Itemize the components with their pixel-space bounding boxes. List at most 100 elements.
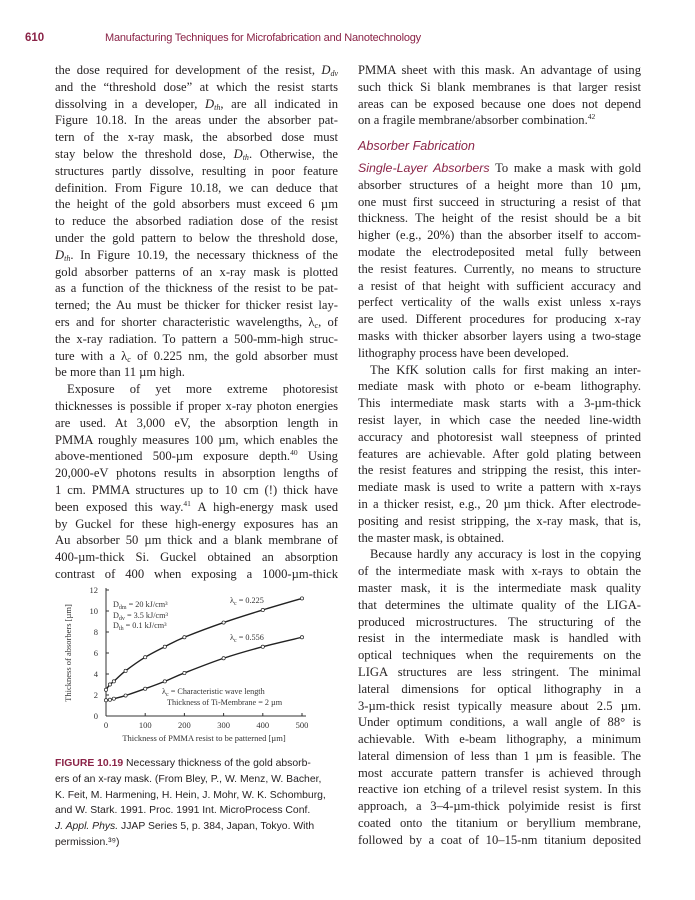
data-point [143, 686, 148, 691]
text-line: resist in the intermediate mask is handl… [358, 631, 641, 646]
text-line: absorber structures of a height more tha… [358, 177, 641, 192]
text-line: features are achievable. After gold plat… [358, 446, 641, 461]
text-line: perfect verticality of the walls exist u… [358, 295, 641, 310]
text-line: master mask, it is the intermediate mask… [358, 580, 641, 595]
right-column: Single-Layer Absorbers To make a mask wi… [358, 160, 641, 849]
x-tick-label: 200 [178, 720, 191, 730]
text-line: higher (e.g., 20%) than the absorber its… [358, 228, 641, 243]
text-line: PMMA roughly measures 100 µm, which enab… [55, 432, 338, 447]
text-line: mediate mask with photo or e-beam lithog… [358, 379, 641, 394]
annotation-dose-dv: Ddv = 3.5 kJ/cm³ [113, 611, 168, 622]
paragraph: the dose required for development of the… [55, 62, 338, 381]
text-line: under the gold pattern to below the thre… [55, 230, 338, 245]
figure-caption: FIGURE 10.19 Necessary thickness of the … [55, 756, 345, 851]
text-line: that determines the ultimate quality of … [358, 597, 641, 612]
text-line: the resist features. Currently, no means… [358, 261, 641, 276]
text-line: lithography process have been developed. [358, 345, 569, 360]
text-line: the x-ray radiation. To pattern a 500-mm… [55, 331, 338, 346]
text-line: Dth. In Figure 10.19, the necessary thic… [55, 247, 338, 263]
journal-name: J. Appl. Phys. [55, 821, 119, 833]
data-point [123, 693, 128, 698]
text-line: to reduce the absorbed radiation dose of… [55, 214, 338, 229]
text-line: stay below the threshold dose, Dth. Othe… [55, 146, 338, 162]
text-line: terned; the Au must be thicker for thick… [55, 298, 338, 313]
text-line: in a thicker resist, e.g., 20 µm thick. … [358, 496, 641, 511]
data-point [107, 697, 112, 702]
text-line: 3-µm-thick resist typically measure abou… [358, 698, 641, 713]
text-line: Exposure of yet more extreme photoresist [67, 382, 338, 397]
text-span: c [127, 354, 131, 364]
data-point [111, 696, 116, 701]
text-line: Figure 10.18. In the areas under the abs… [55, 113, 338, 128]
data-point [162, 679, 167, 684]
x-tick-label: 0 [104, 720, 108, 730]
data-point [162, 644, 167, 649]
y-tick-label: 8 [94, 627, 98, 637]
text-line: structures partly dissolve, resulting in… [55, 163, 338, 178]
text-line: approach, a 3–4-µm-thick polyimide resis… [358, 799, 641, 814]
data-point [143, 655, 148, 660]
text-line: areas can be exposed because one does no… [358, 96, 641, 111]
text-line: of the intermediate mask with x-rays to … [358, 564, 641, 579]
data-point [300, 635, 304, 640]
data-point [221, 620, 226, 625]
text-line: Au absorber 50 µm thick and a blank memb… [55, 533, 338, 548]
figure-label: FIGURE 10.19 [55, 758, 124, 769]
data-point [107, 682, 112, 687]
text-line: PMMA sheet with this mask. An advantage … [358, 63, 641, 77]
caption-line: permission.³⁹) [55, 836, 120, 848]
y-tick-label: 2 [94, 690, 98, 700]
text-line: such thick Si blank membranes is that la… [358, 79, 641, 94]
reference-superscript: 41 [183, 498, 191, 508]
text-span: D [205, 96, 215, 111]
text-line: be more than 11 µm high. [55, 365, 185, 380]
text-line: are used. At 3,000 eV, the absorption le… [55, 415, 338, 430]
text-line: achievable. With e-beam lithography, a m… [358, 732, 641, 747]
text-line: 1 cm. PMMA structures up to 10 cm (!) th… [55, 482, 338, 497]
y-tick-label: 4 [94, 669, 99, 679]
data-point [300, 596, 304, 601]
legend-note-membrane: Thickness of Ti-Membrane = 2 µm [167, 698, 283, 707]
text-line: most accurate pattern transfer is achiev… [358, 765, 641, 780]
text-line: by Guckel for these high-energy exposure… [55, 516, 338, 531]
text-line: above-mentioned 500-µm exposure depth.40… [55, 448, 338, 464]
data-point [104, 687, 108, 692]
text-line: optical techniques when the requirements… [358, 648, 641, 663]
subsection-heading: Single-Layer Absorbers [358, 161, 490, 175]
section-heading: Absorber Fabrication [358, 139, 475, 153]
text-line: as a function of the thickness of the re… [55, 281, 338, 296]
text-line: the master mask, is obtained. [358, 530, 505, 545]
text-line: definition. From Figure 10.18, we can de… [55, 180, 338, 195]
text-line: lateral dimensions for optical lithograp… [358, 681, 641, 696]
text-line: ers and for shorter characteristic wavel… [55, 314, 338, 330]
data-point [182, 670, 187, 675]
text-line: masks with thicker absorber layers using… [358, 328, 641, 343]
paragraph: Because hardly any accuracy is lost in t… [358, 546, 641, 848]
x-tick-label: 100 [139, 720, 152, 730]
text-span: c [314, 320, 319, 330]
text-line: lateral dimension of less than 1 µm is f… [358, 748, 641, 763]
series-label-2: λc = 0.556 [230, 633, 264, 644]
y-tick-label: 0 [94, 711, 98, 721]
reference-superscript: 40 [290, 448, 298, 458]
text-span: th [64, 253, 71, 263]
text-line: contrast of 400 when exposing a 1000-µm-… [55, 566, 338, 581]
text-line: thickness. The height of the resist shou… [358, 211, 641, 226]
text-span: D [233, 146, 243, 161]
data-point [260, 608, 265, 612]
figure-10-19-chart: 0 100 200 300 400 500 0 2 4 6 8 10 12 Thickness of PM… [63, 585, 309, 743]
text-line: on a fragile membrane/absorber combinati… [358, 112, 596, 128]
caption-line: K. Feit, M. Harmening, H. Hein, J. Mohr,… [55, 789, 326, 801]
text-line: produced microstructures. The structurin… [358, 614, 641, 629]
text-span: th [214, 102, 221, 112]
text-line: Under optimum conditions, a wall angle o… [358, 715, 641, 730]
caption-line: FIGURE 10.19 Necessary thickness of the … [55, 758, 311, 769]
page-number: 610 [25, 32, 45, 44]
data-point [260, 644, 265, 649]
paragraph: Single-Layer Absorbers To make a mask wi… [358, 160, 641, 362]
x-tick-label: 300 [217, 720, 230, 730]
x-tick-label: 500 [296, 720, 309, 730]
data-point [123, 668, 128, 673]
text-line: been exposed this way.41 A high-energy m… [55, 498, 338, 514]
text-line: are used. Different procedures for produ… [358, 312, 641, 327]
